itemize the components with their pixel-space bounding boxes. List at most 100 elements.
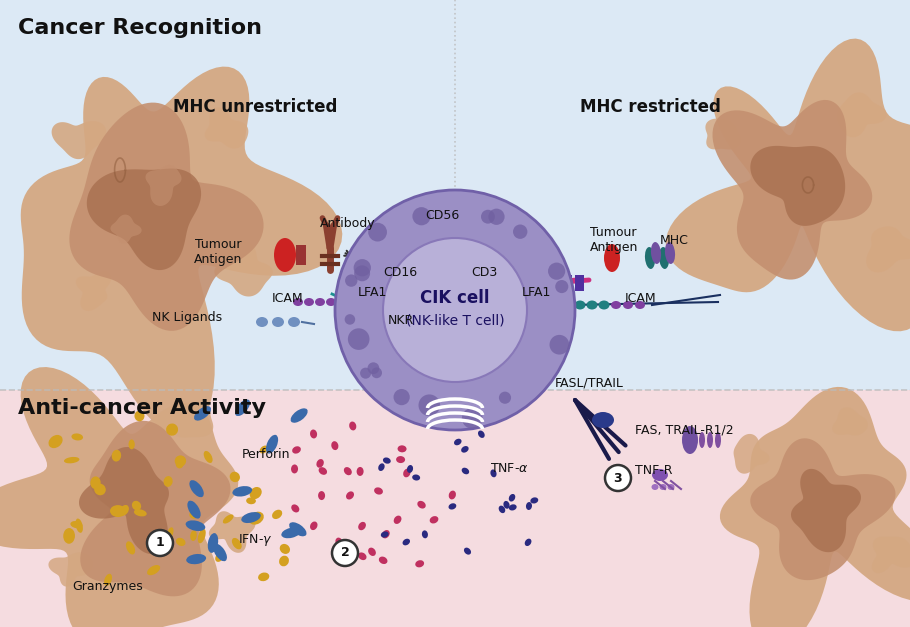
Text: MHC restricted: MHC restricted — [580, 98, 721, 116]
Ellipse shape — [382, 297, 394, 307]
Circle shape — [147, 530, 173, 556]
Polygon shape — [733, 434, 770, 473]
Polygon shape — [791, 469, 861, 552]
Ellipse shape — [128, 440, 135, 450]
Ellipse shape — [288, 317, 300, 327]
Polygon shape — [215, 240, 273, 297]
Ellipse shape — [281, 527, 301, 538]
Ellipse shape — [529, 275, 547, 288]
Ellipse shape — [63, 528, 75, 544]
Circle shape — [412, 207, 430, 225]
Ellipse shape — [235, 399, 250, 416]
Ellipse shape — [223, 514, 234, 524]
Text: ICAM: ICAM — [625, 292, 657, 305]
Ellipse shape — [290, 408, 308, 423]
Ellipse shape — [382, 530, 389, 539]
Circle shape — [462, 408, 482, 429]
Ellipse shape — [454, 439, 461, 445]
Circle shape — [354, 259, 371, 277]
Ellipse shape — [449, 503, 456, 510]
Ellipse shape — [94, 483, 106, 495]
Ellipse shape — [216, 552, 224, 562]
Text: 3: 3 — [613, 472, 622, 485]
Polygon shape — [836, 92, 886, 137]
Ellipse shape — [247, 497, 256, 504]
Ellipse shape — [370, 297, 382, 307]
Ellipse shape — [187, 500, 200, 519]
Ellipse shape — [120, 505, 129, 515]
Ellipse shape — [291, 465, 298, 473]
Circle shape — [605, 465, 631, 491]
Circle shape — [369, 223, 387, 241]
Ellipse shape — [72, 433, 83, 441]
Text: MHC unrestricted: MHC unrestricted — [173, 98, 338, 116]
Ellipse shape — [461, 446, 469, 453]
Text: NKR: NKR — [388, 314, 414, 327]
Text: Tumour
Antigen: Tumour Antigen — [590, 226, 639, 254]
Ellipse shape — [412, 475, 420, 480]
Ellipse shape — [652, 484, 659, 490]
Ellipse shape — [660, 484, 666, 490]
Ellipse shape — [135, 411, 145, 421]
Ellipse shape — [651, 242, 661, 264]
Ellipse shape — [538, 300, 550, 310]
Ellipse shape — [359, 318, 387, 332]
Ellipse shape — [331, 441, 339, 450]
Bar — [574, 275, 583, 291]
Circle shape — [481, 210, 495, 224]
Text: TNF-R: TNF-R — [635, 463, 672, 477]
Text: LFA1: LFA1 — [358, 285, 388, 298]
Ellipse shape — [310, 522, 318, 530]
Ellipse shape — [645, 247, 655, 269]
Text: 1: 1 — [156, 537, 165, 549]
Polygon shape — [146, 165, 181, 206]
Ellipse shape — [336, 537, 342, 546]
Ellipse shape — [346, 492, 354, 500]
Text: CD16: CD16 — [383, 265, 417, 278]
Ellipse shape — [189, 480, 204, 497]
Ellipse shape — [104, 574, 112, 586]
Ellipse shape — [189, 510, 198, 519]
Polygon shape — [21, 66, 342, 434]
Ellipse shape — [707, 432, 713, 448]
Ellipse shape — [346, 297, 358, 307]
Ellipse shape — [293, 298, 303, 306]
Text: (NK-like T cell): (NK-like T cell) — [406, 313, 504, 327]
Circle shape — [513, 224, 528, 239]
Ellipse shape — [478, 431, 485, 438]
Ellipse shape — [461, 468, 470, 474]
Ellipse shape — [90, 477, 101, 489]
Polygon shape — [720, 387, 910, 627]
Ellipse shape — [249, 487, 262, 499]
Ellipse shape — [531, 497, 538, 503]
Ellipse shape — [407, 465, 413, 473]
Ellipse shape — [197, 529, 206, 543]
Ellipse shape — [525, 539, 531, 546]
Ellipse shape — [380, 532, 389, 537]
Ellipse shape — [292, 446, 301, 454]
Text: CD3: CD3 — [470, 265, 497, 278]
Ellipse shape — [587, 300, 598, 310]
Ellipse shape — [422, 530, 428, 539]
Ellipse shape — [213, 544, 227, 561]
Ellipse shape — [430, 516, 439, 524]
Ellipse shape — [659, 247, 669, 269]
Text: TNF-$\alpha$: TNF-$\alpha$ — [490, 461, 529, 475]
Ellipse shape — [509, 494, 515, 502]
Ellipse shape — [344, 467, 352, 475]
Text: Perforin: Perforin — [242, 448, 290, 461]
Ellipse shape — [402, 539, 410, 545]
Circle shape — [371, 367, 382, 378]
Polygon shape — [407, 218, 433, 258]
Ellipse shape — [623, 301, 633, 309]
Ellipse shape — [291, 504, 299, 512]
Ellipse shape — [229, 472, 240, 482]
Polygon shape — [48, 552, 93, 587]
Ellipse shape — [279, 544, 290, 554]
Ellipse shape — [112, 450, 121, 461]
Ellipse shape — [369, 547, 376, 556]
Ellipse shape — [279, 556, 289, 566]
Ellipse shape — [512, 300, 524, 310]
Ellipse shape — [490, 470, 497, 477]
Ellipse shape — [592, 412, 614, 428]
